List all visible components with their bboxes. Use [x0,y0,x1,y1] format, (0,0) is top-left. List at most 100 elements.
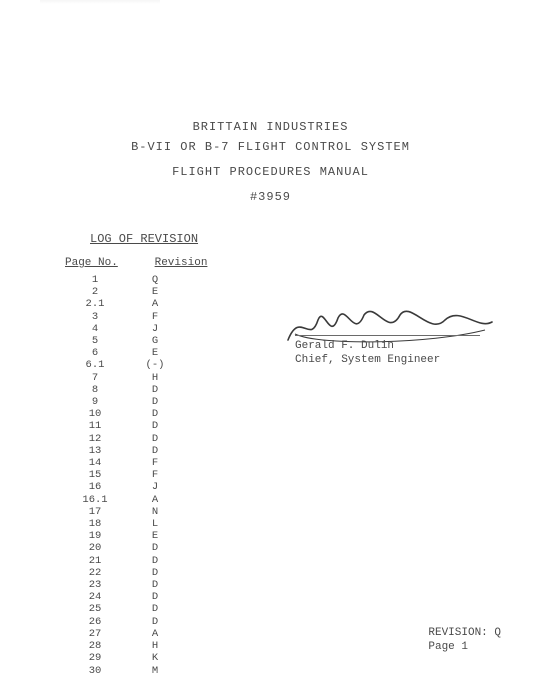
cell-revision: E [125,530,185,542]
cell-revision: D [125,433,185,445]
signature-name: Gerald F. Dulin [295,339,495,353]
cell-page: 20 [65,542,125,554]
cell-page: 6 [65,347,125,359]
cell-page: 9 [65,396,125,408]
table-row: 14F [65,457,215,469]
cell-page: 2.1 [65,298,125,310]
table-row: 20D [65,542,215,554]
table-row: 18L [65,518,215,530]
cell-page: 26 [65,616,125,628]
table-row: 2.1A [65,298,215,310]
table-row: 21D [65,555,215,567]
log-of-revision-title: LOG OF REVISION [90,232,198,246]
table-row: 7H [65,372,215,384]
cell-page: 15 [65,469,125,481]
cell-page: 28 [65,640,125,652]
table-row: 10D [65,408,215,420]
cell-revision: F [125,469,185,481]
table-row: 3F [65,311,215,323]
cell-revision: D [125,591,185,603]
table-row: 1Q [65,274,215,286]
table-row: 9D [65,396,215,408]
footer-revision: REVISION: Q [428,626,501,640]
footer-page: Page 1 [428,640,501,654]
table-row: 16J [65,481,215,493]
cell-page: 18 [65,518,125,530]
cell-revision: J [125,481,185,493]
signature-block: Gerald F. Dulin Chief, System Engineer [295,335,495,367]
table-row: 2E [65,286,215,298]
table-row: 6.1(-) [65,359,215,371]
cell-revision: D [125,408,185,420]
cell-page: 2 [65,286,125,298]
cell-revision: F [125,457,185,469]
page-root: BRITTAIN INDUSTRIES B-VII OR B-7 FLIGHT … [0,0,541,700]
cell-revision: D [125,603,185,615]
table-row: 11D [65,420,215,432]
cell-revision: K [125,652,185,664]
cell-page: 11 [65,420,125,432]
signature-title: Chief, System Engineer [295,353,495,367]
cell-page: 16.1 [65,494,125,506]
cell-revision: E [125,347,185,359]
cell-page: 7 [65,372,125,384]
cell-revision: A [125,298,185,310]
table-header-page: Page No. [65,257,145,269]
cell-page: 25 [65,603,125,615]
table-row: 13D [65,445,215,457]
cell-page: 8 [65,384,125,396]
table-row: 19E [65,530,215,542]
cell-revision: (-) [125,359,185,371]
header-manual: FLIGHT PROCEDURES MANUAL [0,165,541,179]
cell-revision: L [125,518,185,530]
cell-revision: D [125,567,185,579]
table-row: 8D [65,384,215,396]
table-row: 30M [65,665,215,677]
cell-revision: D [125,616,185,628]
table-row: 23D [65,579,215,591]
cell-page: 22 [65,567,125,579]
header-system: B-VII OR B-7 FLIGHT CONTROL SYSTEM [0,140,541,154]
cell-revision: D [125,445,185,457]
cell-page: 3 [65,311,125,323]
table-row: 6E [65,347,215,359]
cell-revision: D [125,579,185,591]
cell-revision: N [125,506,185,518]
table-rows: 1Q2E2.1A3F4J5G6E6.1(-)7H8D9D10D11D12D13D… [65,274,215,677]
cell-revision: G [125,335,185,347]
table-row: 22D [65,567,215,579]
table-row: 24D [65,591,215,603]
cell-page: 6.1 [65,359,125,371]
revision-table: Page No. Revision 1Q2E2.1A3F4J5G6E6.1(-)… [65,252,215,677]
cell-page: 4 [65,323,125,335]
cell-revision: E [125,286,185,298]
cell-revision: D [125,542,185,554]
table-row: 5G [65,335,215,347]
table-row: 27A [65,628,215,640]
table-row: 25D [65,603,215,615]
cell-page: 5 [65,335,125,347]
cell-revision: J [125,323,185,335]
cell-revision: D [125,420,185,432]
cell-revision: A [125,628,185,640]
table-row: 15F [65,469,215,481]
table-row: 26D [65,616,215,628]
cell-page: 30 [65,665,125,677]
cell-page: 12 [65,433,125,445]
cell-revision: Q [125,274,185,286]
signature-line [295,335,480,337]
cell-revision: H [125,372,185,384]
cell-revision: D [125,555,185,567]
cell-revision: M [125,665,185,677]
header-company: BRITTAIN INDUSTRIES [0,120,541,134]
cell-page: 21 [65,555,125,567]
table-header-revision: Revision [155,257,215,269]
table-row: 16.1A [65,494,215,506]
cell-page: 10 [65,408,125,420]
cell-page: 1 [65,274,125,286]
cell-revision: D [125,384,185,396]
cell-revision: F [125,311,185,323]
table-row: 29K [65,652,215,664]
cell-revision: H [125,640,185,652]
table-row: 4J [65,323,215,335]
